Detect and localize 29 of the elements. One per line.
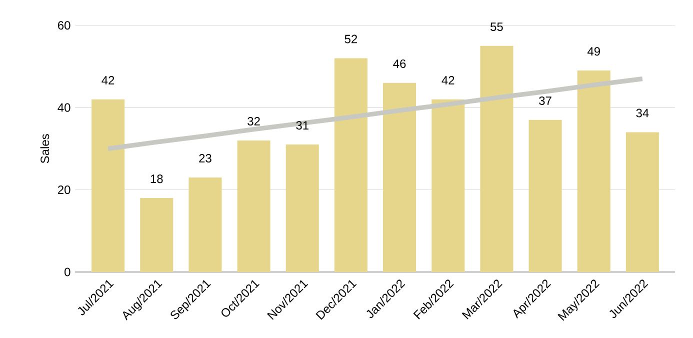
data-label: 52 [344, 34, 358, 44]
data-label: 49 [587, 47, 600, 56]
y-tick-label: 60 [58, 21, 70, 30]
bar [577, 70, 610, 272]
data-label: 42 [442, 76, 454, 84]
data-label: 23 [199, 154, 212, 163]
y-tick-label: 20 [58, 186, 70, 194]
data-label: 46 [393, 59, 406, 68]
bar [528, 120, 562, 272]
bar [480, 46, 514, 272]
bar [188, 177, 222, 272]
bar [334, 58, 368, 272]
y-tick-label: 40 [58, 103, 70, 112]
data-label: 42 [102, 76, 114, 84]
data-label: 32 [248, 117, 260, 126]
bar [383, 82, 416, 272]
data-label: 55 [490, 22, 503, 31]
bar [92, 99, 125, 272]
bar [140, 198, 174, 272]
data-label: 37 [539, 96, 552, 105]
y-tick-label: 0 [64, 268, 70, 276]
bar [286, 144, 319, 272]
y-axis-title: Sales [40, 134, 50, 164]
bar [626, 132, 659, 272]
data-label: 18 [150, 174, 163, 184]
data-label: 31 [296, 121, 308, 130]
bar [237, 140, 270, 272]
bar [432, 99, 465, 272]
data-label: 34 [636, 108, 649, 118]
